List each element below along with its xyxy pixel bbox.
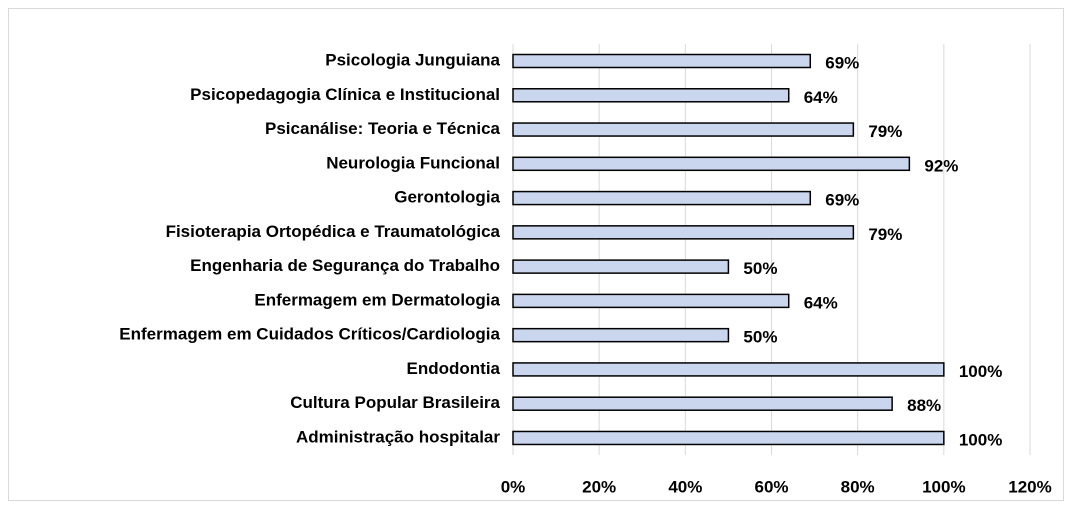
y-tick-label: Gerontologia (394, 188, 500, 207)
data-label: 79% (868, 122, 902, 141)
data-label: 92% (924, 156, 958, 175)
chart-border (8, 8, 1064, 501)
y-tick-label: Neurologia Funcional (326, 153, 500, 172)
y-tick-label: Cultura Popular Brasileira (290, 393, 500, 412)
y-tick-label: Psicanálise: Teoria e Técnica (265, 119, 501, 138)
x-tick-label: 40% (668, 477, 702, 496)
data-label: 50% (743, 259, 777, 278)
x-tick-label: 0% (501, 477, 526, 496)
bar (512, 225, 855, 240)
bar (512, 430, 945, 446)
y-tick-label: Administração hospitalar (296, 427, 500, 446)
x-tick-label: 100% (922, 477, 965, 496)
y-tick-label: Fisioterapia Ortopédica e Traumatológica (166, 222, 501, 241)
data-label: 88% (907, 396, 941, 415)
data-label: 79% (868, 225, 902, 244)
bar (512, 293, 790, 309)
bar (512, 122, 855, 137)
y-tick-label: Enfermagem em Dermatologia (254, 290, 500, 309)
x-tick-label: 20% (582, 477, 616, 496)
data-label: 69% (825, 191, 859, 210)
data-label: 64% (804, 88, 838, 107)
bar (512, 327, 730, 343)
x-tick-label: 60% (754, 477, 788, 496)
bar (512, 53, 812, 69)
data-label: 69% (825, 53, 859, 72)
x-tick-label: 120% (1008, 477, 1051, 496)
y-tick-label: Enfermagem em Cuidados Críticos/Cardiolo… (119, 325, 500, 344)
data-label: 64% (804, 293, 838, 312)
y-tick-label: Psicopedagogia Clínica e Institucional (190, 85, 500, 104)
y-tick-label: Psicologia Junguiana (325, 50, 500, 69)
data-label: 100% (959, 430, 1002, 449)
y-tick-label: Endodontia (407, 359, 501, 378)
bar (512, 88, 790, 103)
bar (512, 259, 730, 274)
bar (512, 156, 911, 172)
bar (512, 190, 812, 206)
bar (512, 396, 893, 411)
x-tick-label: 80% (841, 477, 875, 496)
y-tick-label: Engenharia de Segurança do Trabalho (190, 256, 500, 275)
data-label: 50% (743, 328, 777, 347)
bar (512, 362, 945, 377)
data-label: 100% (959, 362, 1002, 381)
